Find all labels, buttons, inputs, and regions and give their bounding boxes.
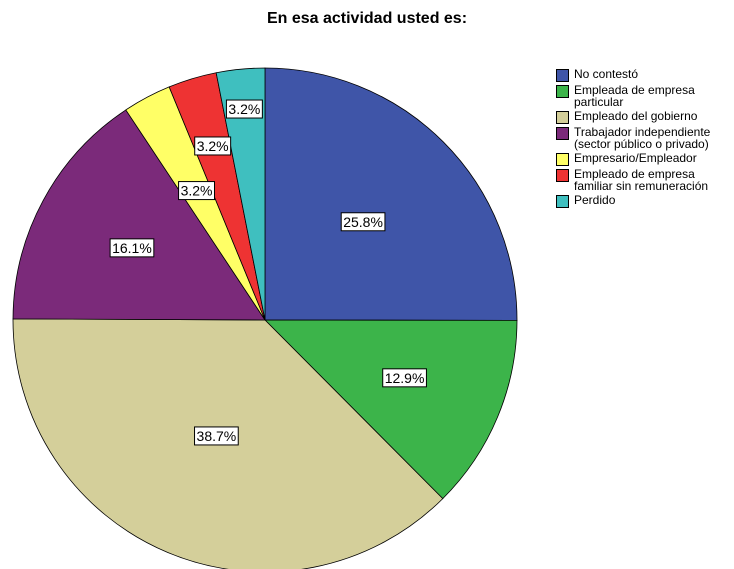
legend-item: Perdido [556,194,734,208]
legend-item: Empleada de empresa particular [556,84,734,108]
legend-item: Trabajador independiente (sector público… [556,126,734,150]
data-label-text: 3.2% [181,183,213,199]
legend-swatch [556,195,569,208]
data-label: 38.7% [194,426,239,446]
legend-label: Empleada de empresa particular [574,83,695,109]
data-label: 12.9% [382,368,427,388]
legend-swatch [556,153,569,166]
data-label: 25.8% [340,212,386,232]
legend-item: No contestó [556,68,734,82]
legend-swatch [556,169,569,182]
data-label-box [178,181,215,201]
legend-label: No contestó [574,67,639,81]
legend-swatch [556,127,569,140]
pie-slice [264,319,518,500]
pie-slice [12,109,266,321]
legend: No contestó Empleada de empresa particula… [556,68,734,210]
legend-item: Empleado de empresa familiar sin remuner… [556,168,734,192]
pie-slice [264,67,518,321]
data-label-box [382,368,427,388]
data-label-box [225,99,263,119]
data-label-box [109,238,155,258]
data-label: 3.2% [178,181,215,201]
legend-label: Empresario/Empleador [574,151,697,165]
data-label-box [194,136,232,156]
data-label-text: 38.7% [197,428,237,444]
legend-item: Empresario/Empleador [556,152,734,166]
data-label: 3.2% [225,99,263,119]
legend-item: Empleado del gobierno [556,110,734,124]
data-label-text: 3.2% [228,101,260,117]
data-label-box [340,212,386,232]
pie-slice [215,67,266,321]
data-label: 16.1% [109,238,155,258]
legend-swatch [556,111,569,124]
data-label-text: 25.8% [343,214,383,230]
legend-label: Trabajador independiente (sector público… [574,125,711,151]
chart-title: En esa actividad usted es: [267,10,467,27]
legend-label: Perdido [574,193,616,207]
data-label-box [194,426,239,446]
legend-swatch [556,69,569,82]
data-label-text: 16.1% [112,240,152,256]
data-label-text: 12.9% [385,370,425,386]
legend-label: Empleado del gobierno [574,109,698,123]
data-label-text: 3.2% [197,138,229,154]
data-label: 3.2% [194,136,232,156]
legend-label: Empleado de empresa familiar sin remuner… [574,167,709,193]
legend-swatch [556,85,569,98]
